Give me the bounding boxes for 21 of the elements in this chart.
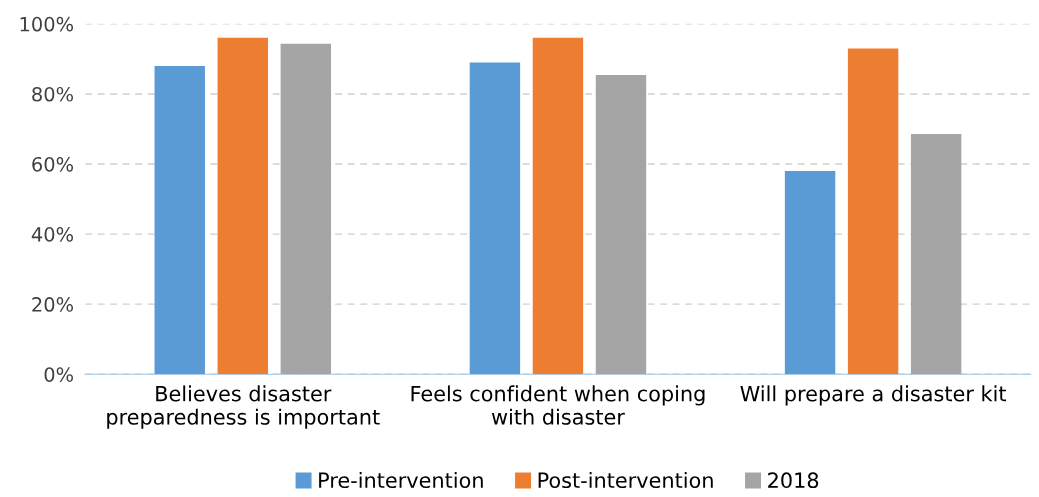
bar xyxy=(784,171,836,375)
y-tick-label: 100% xyxy=(20,16,74,32)
bar xyxy=(910,133,962,375)
y-tick-label: 40% xyxy=(31,227,74,242)
bar xyxy=(595,75,647,375)
bar xyxy=(154,65,205,375)
bar xyxy=(217,37,268,375)
legend-label: 2018 xyxy=(768,472,819,489)
y-tick-label: 20% xyxy=(32,297,74,312)
legend-label: Pre-intervention xyxy=(319,471,483,489)
y-tick-label: 60% xyxy=(32,156,74,172)
y-tick-label: 80% xyxy=(32,86,74,102)
x-tick-label: Feels confident when coping with disaster xyxy=(411,385,705,425)
bar xyxy=(280,43,332,375)
bar xyxy=(469,62,521,375)
bar xyxy=(532,37,584,375)
legend-label: Post-intervention xyxy=(538,471,713,489)
x-tick-label: Will prepare a disaster kit xyxy=(740,385,1007,406)
bar xyxy=(847,48,899,375)
x-tick-label: Believes disaster preparedness is important xyxy=(107,385,380,429)
y-tick-label: 0% xyxy=(44,367,74,382)
